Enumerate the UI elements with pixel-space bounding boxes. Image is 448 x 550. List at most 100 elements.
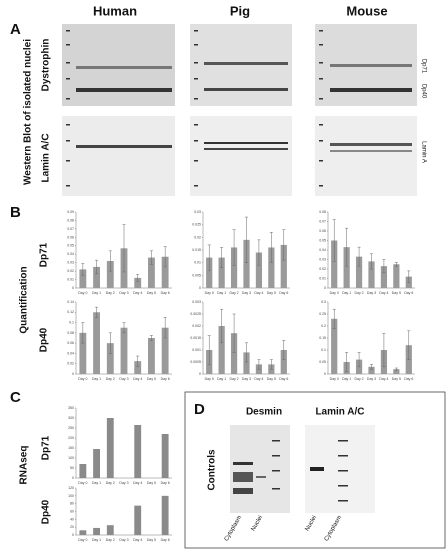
y-tick-label: 0.2 xyxy=(321,324,326,328)
bar xyxy=(134,361,142,374)
y-tick-label: 0.0025 xyxy=(190,312,201,316)
y-tick-label: 0.05 xyxy=(319,238,326,242)
y-tick-label: 0.06 xyxy=(319,229,326,233)
y-tick-label: 0.01 xyxy=(67,277,74,281)
x-tick-label: Day 4 xyxy=(133,481,142,485)
panel-label: D xyxy=(194,401,205,418)
x-tick-label: Day 5 xyxy=(392,377,401,381)
x-tick-label: Day 1 xyxy=(217,377,226,381)
bar xyxy=(134,277,142,288)
error-bar xyxy=(163,246,167,268)
y-tick-label: 0 xyxy=(324,372,326,376)
error-bar xyxy=(122,322,126,334)
bar xyxy=(134,425,142,478)
x-tick-label: Day 2 xyxy=(354,377,363,381)
error-bar xyxy=(257,239,261,266)
x-tick-label: Day 0 xyxy=(205,291,214,295)
y-tick-label: 100 xyxy=(68,494,74,498)
x-tick-label: Day 6 xyxy=(161,538,170,542)
y-tick-label: 0.01 xyxy=(194,261,201,265)
x-tick-label: Day 3 xyxy=(119,481,128,485)
x-tick-label: Day 1 xyxy=(342,377,351,381)
error-bar xyxy=(269,359,273,370)
error-bar xyxy=(245,216,248,263)
error-bar xyxy=(136,355,140,367)
error-bar xyxy=(382,259,386,274)
error-bar xyxy=(108,332,112,354)
error-bar xyxy=(232,229,236,266)
x-tick-label: Day 1 xyxy=(92,377,101,381)
y-tick-label: 0.02 xyxy=(67,362,74,366)
x-tick-label: Day 0 xyxy=(330,291,339,295)
y-tick-label: 250 xyxy=(68,426,74,430)
y-tick-label: 0.0015 xyxy=(190,336,201,340)
x-tick-label: Day 1 xyxy=(217,291,226,295)
y-tick-label: 0 xyxy=(72,533,74,537)
y-tick-label: 0.04 xyxy=(67,351,74,355)
bar xyxy=(218,326,225,374)
error-bar xyxy=(207,244,211,271)
row-label: Dp40 xyxy=(41,499,52,524)
panel-label: A xyxy=(10,21,21,38)
control-title: Desmin xyxy=(246,407,282,418)
bar xyxy=(106,260,114,288)
y-tick-label: 80 xyxy=(70,502,74,506)
error-bar xyxy=(163,317,167,339)
bar xyxy=(106,418,114,478)
y-tick-label: 0.02 xyxy=(194,235,201,239)
error-bar xyxy=(149,250,153,265)
band-label: Dp40 xyxy=(420,84,426,99)
bar xyxy=(134,505,142,535)
control-blots xyxy=(230,425,375,513)
x-tick-label: Day 6 xyxy=(279,377,288,381)
row-label: Dp71 xyxy=(41,435,52,460)
bar xyxy=(393,369,400,374)
y-tick-label: 0.3 xyxy=(321,300,326,304)
error-bar xyxy=(220,308,224,344)
y-tick-label: 0.025 xyxy=(192,223,201,227)
error-bar xyxy=(394,262,398,267)
x-tick-label: Day 1 xyxy=(92,538,101,542)
y-tick-label: 0.02 xyxy=(319,267,326,271)
y-tick-label: 0.08 xyxy=(67,218,74,222)
x-tick-label: Day 6 xyxy=(404,377,413,381)
bar xyxy=(255,252,263,288)
y-tick-label: 0.015 xyxy=(192,248,201,252)
error-bar xyxy=(269,232,273,263)
x-tick-label: Day 0 xyxy=(78,538,87,542)
x-tick-label: Day 1 xyxy=(342,291,351,295)
y-tick-label: 0.09 xyxy=(67,210,74,214)
y-tick-label: 0.25 xyxy=(319,312,326,316)
bar xyxy=(355,256,363,288)
bar xyxy=(331,240,338,288)
x-tick-label: Day 0 xyxy=(330,377,339,381)
x-tick-label: Day 3 xyxy=(242,377,251,381)
x-tick-label: Day 2 xyxy=(106,291,115,295)
bar xyxy=(268,247,275,288)
control-title: Lamin A/C xyxy=(315,407,364,418)
y-tick-label: 20 xyxy=(70,525,74,529)
x-tick-label: Day 5 xyxy=(267,377,276,381)
bar xyxy=(106,525,114,535)
band-label: Lamin A xyxy=(420,141,426,163)
y-tick-label: 0.1 xyxy=(69,320,74,324)
x-tick-label: Day 3 xyxy=(367,291,376,295)
x-tick-label: Day 2 xyxy=(229,377,238,381)
x-tick-label: Day 2 xyxy=(106,377,115,381)
y-tick-label: 0 xyxy=(199,286,201,290)
error-bar xyxy=(407,330,411,360)
y-tick-label: 0.08 xyxy=(319,210,326,214)
bar xyxy=(79,530,87,535)
x-tick-label: Day 6 xyxy=(161,377,170,381)
y-tick-label: 0.14 xyxy=(67,300,74,304)
error-bar xyxy=(332,219,336,262)
bar xyxy=(161,495,169,535)
y-tick-label: 0.03 xyxy=(319,257,326,261)
x-tick-label: Day 2 xyxy=(106,538,115,542)
x-tick-label: Day 3 xyxy=(119,291,128,295)
error-bar xyxy=(95,306,99,318)
bar xyxy=(380,266,388,288)
bar xyxy=(106,343,114,374)
section-label: Quantification xyxy=(19,266,30,333)
